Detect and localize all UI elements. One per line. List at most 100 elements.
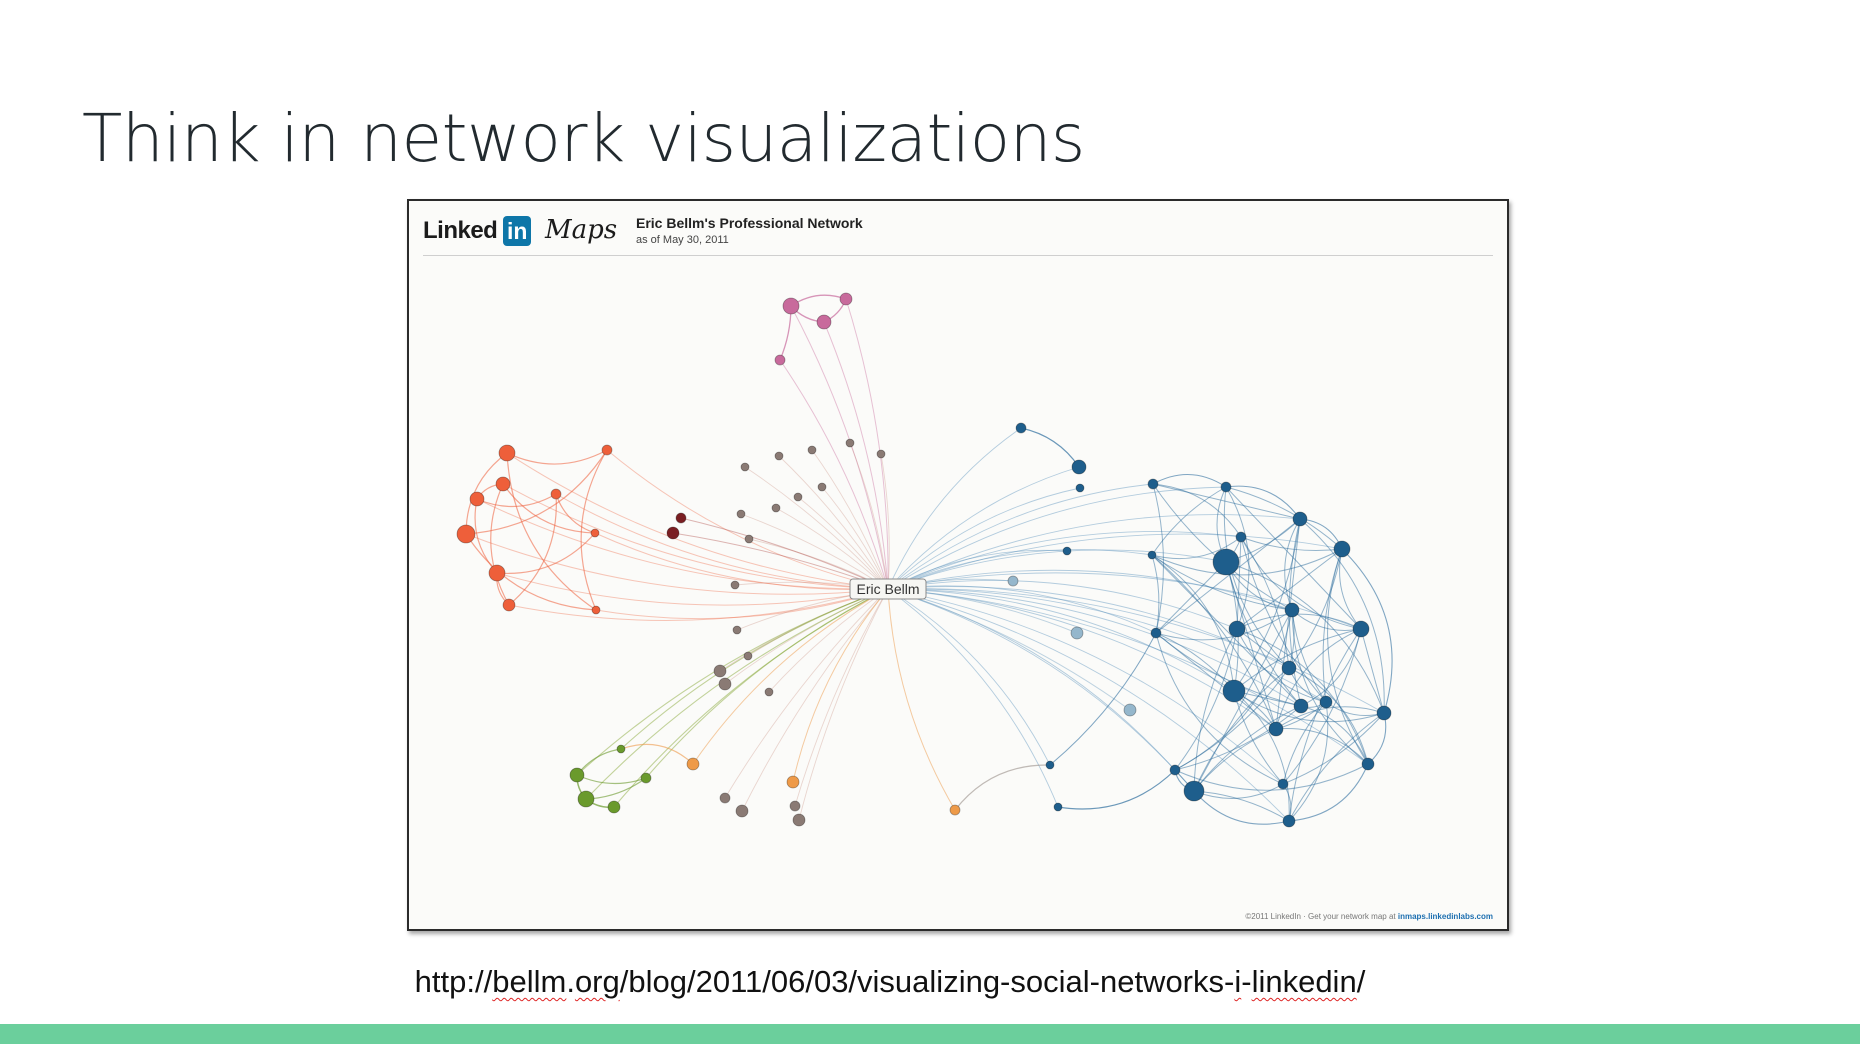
network-edge	[465, 533, 597, 611]
network-edge	[887, 588, 1059, 808]
network-node	[1235, 531, 1247, 543]
url-dot: .	[566, 964, 575, 999]
network-edge	[680, 517, 889, 590]
network-node	[1150, 627, 1162, 639]
network-node	[732, 625, 742, 635]
network-edge	[887, 549, 1153, 590]
network-node	[1282, 814, 1296, 828]
url-path: /blog/2011/06/03/visualizing-social-netw…	[619, 964, 1235, 999]
network-edge	[1151, 554, 1293, 611]
network-edge	[887, 588, 1302, 707]
network-edge	[692, 588, 889, 765]
network-edge	[1057, 769, 1176, 810]
edge-layer	[465, 294, 1393, 825]
network-node	[774, 451, 784, 461]
network-node	[1212, 548, 1240, 576]
network-edge	[1225, 485, 1301, 520]
network-edge	[790, 294, 847, 307]
map-header: Linked in Maps Eric Bellm's Professional…	[423, 213, 1493, 256]
network-edge	[1300, 705, 1369, 765]
network-edge	[880, 453, 890, 590]
network-edge	[887, 588, 956, 811]
network-node	[1228, 620, 1246, 638]
network-edge	[1225, 561, 1277, 730]
network-node	[792, 813, 806, 827]
network-edge	[1275, 728, 1369, 765]
network-node	[1352, 620, 1370, 638]
network-node	[590, 528, 600, 538]
url-word-bellm: bellm	[492, 964, 567, 999]
network-edge	[1155, 632, 1277, 730]
network-node	[782, 297, 800, 315]
network-edge	[1233, 690, 1290, 822]
network-edge	[798, 588, 889, 821]
network-edge	[1193, 628, 1238, 792]
network-edge	[1236, 613, 1362, 630]
network-edge	[1155, 518, 1301, 634]
network-edge	[502, 483, 596, 534]
network-edge	[849, 442, 889, 590]
network-edge	[887, 588, 1051, 766]
network-edge	[1174, 763, 1369, 791]
network-edge	[496, 532, 596, 575]
maps-logo-text: Maps	[545, 215, 618, 245]
footer-link[interactable]: inmaps.linkedinlabs.com	[1397, 912, 1493, 921]
network-node	[876, 449, 886, 459]
node-layer	[456, 292, 1392, 828]
network-node	[456, 524, 476, 544]
network-node	[1169, 764, 1181, 776]
network-edge	[778, 455, 889, 590]
url-word-i: i	[1234, 964, 1242, 999]
network-edge	[887, 466, 1080, 590]
network-edge	[474, 498, 498, 574]
network-node	[495, 476, 511, 492]
network-edge	[887, 514, 1301, 590]
source-url-caption[interactable]: http://bellm.org/blog/2011/06/03/visuali…	[0, 964, 1780, 1000]
network-edge	[1151, 554, 1277, 730]
network-edge	[606, 449, 889, 590]
network-node	[839, 292, 853, 306]
network-node	[1075, 483, 1085, 493]
network-edge	[1193, 667, 1290, 792]
network-edge	[1152, 483, 1242, 538]
network-edge	[585, 588, 889, 800]
network-edge	[887, 533, 1343, 590]
network-edge	[1020, 427, 1080, 468]
network-edge	[508, 493, 557, 606]
network-node	[1070, 626, 1084, 640]
network-edge	[887, 588, 1235, 692]
network-edge	[1193, 790, 1290, 822]
network-edge	[1151, 554, 1302, 707]
network-node	[616, 744, 626, 754]
network-edge	[1240, 536, 1362, 630]
map-title: Eric Bellm's Professional Network	[636, 215, 863, 231]
network-node	[845, 438, 855, 448]
network-edge	[613, 588, 889, 808]
network-edge	[594, 532, 889, 591]
network-edge	[887, 549, 1227, 590]
network-edge	[465, 449, 608, 535]
network-node	[1071, 459, 1087, 475]
network-edge	[1049, 632, 1157, 766]
network-edge	[1240, 536, 1290, 669]
network-edge	[1193, 728, 1277, 792]
network-edge	[465, 533, 889, 595]
network-edge	[620, 743, 694, 765]
network-edge	[887, 588, 1284, 785]
network-edge	[1152, 474, 1227, 488]
url-prefix: http://	[414, 964, 493, 999]
network-node	[1015, 422, 1027, 434]
map-footer: ©2011 LinkedIn · Get your network map at…	[1245, 912, 1493, 921]
network-edge	[506, 452, 597, 611]
network-edge	[508, 588, 889, 621]
network-edge	[797, 496, 889, 590]
network-node	[740, 462, 750, 472]
network-edge	[595, 588, 889, 620]
network-edge	[1155, 609, 1293, 641]
center-node-label: Eric Bellm	[856, 581, 919, 597]
network-node	[1123, 703, 1137, 717]
network-node	[666, 526, 680, 540]
url-word-linkedin: linkedin	[1251, 964, 1357, 999]
network-edge	[790, 305, 889, 590]
network-edge	[887, 487, 1081, 590]
